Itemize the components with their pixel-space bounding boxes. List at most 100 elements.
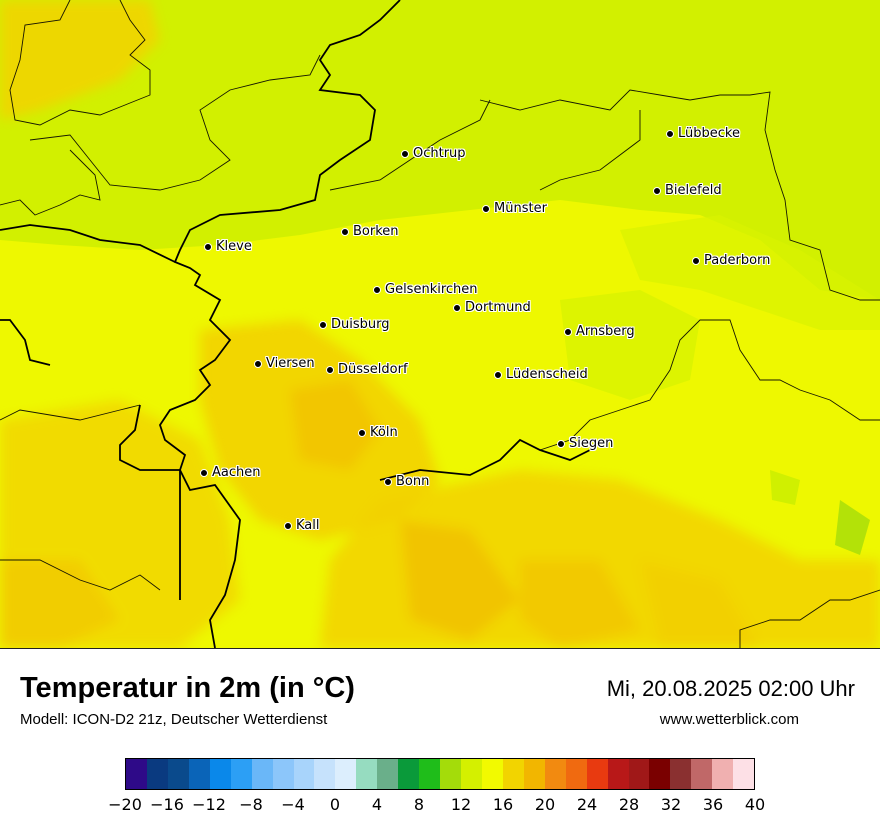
city-name: Borken <box>353 224 399 239</box>
city-name: Kleve <box>216 239 252 254</box>
legend-color-cell <box>628 759 650 789</box>
city-dot <box>200 468 208 477</box>
city-dot <box>494 370 502 379</box>
legend-color-cell <box>670 759 692 789</box>
legend-color-cell <box>335 759 357 789</box>
city-name: Viersen <box>266 356 315 371</box>
city-name: Bielefeld <box>665 183 722 198</box>
city-marker: Paderborn <box>692 253 770 268</box>
city-name: Ochtrup <box>413 146 466 161</box>
legend-color-cell <box>251 759 273 789</box>
city-marker: Gelsenkirchen <box>373 282 478 297</box>
legend-tick-label: 12 <box>450 795 472 814</box>
legend-tick-label: 28 <box>618 795 640 814</box>
legend-color-cell <box>356 759 378 789</box>
city-dot <box>284 521 292 530</box>
forecast-datetime: Mi, 20.08.2025 02:00 Uhr <box>606 676 855 701</box>
legend-color-cell <box>649 759 671 789</box>
legend-color-cell <box>607 759 629 789</box>
map-title: Temperatur in 2m (in °C) <box>20 672 355 704</box>
city-marker: Aachen <box>200 465 260 480</box>
city-marker: Dortmund <box>453 300 531 315</box>
legend-tick-label: 8 <box>413 795 425 814</box>
city-dot <box>373 285 381 294</box>
legend-tick-label: −12 <box>192 795 226 814</box>
city-dot <box>384 477 392 486</box>
model-subtitle: Modell: ICON-D2 21z, Deutscher Wetterdie… <box>20 711 328 728</box>
city-dot <box>204 242 212 251</box>
city-marker: Kall <box>284 518 320 533</box>
city-name: Kall <box>296 518 320 533</box>
city-dot <box>254 359 262 368</box>
legend-tick-label: −20 <box>108 795 142 814</box>
website-label: www.wetterblick.com <box>659 711 799 728</box>
legend-tick-label: 40 <box>744 795 766 814</box>
city-name: Arnsberg <box>576 324 635 339</box>
temperature-field <box>0 0 880 648</box>
city-marker: Münster <box>482 201 547 216</box>
legend-color-cell <box>188 759 210 789</box>
city-name: Köln <box>370 425 398 440</box>
legend-tick-label: 20 <box>534 795 556 814</box>
legend-color-cell <box>314 759 336 789</box>
city-dot <box>666 129 674 138</box>
city-marker: Ochtrup <box>401 146 466 161</box>
legend-color-cell <box>733 759 755 789</box>
legend-color-cell <box>461 759 482 789</box>
legend-color-cell <box>502 759 524 789</box>
city-dot <box>557 439 565 448</box>
city-marker: Borken <box>341 224 399 239</box>
city-name: Siegen <box>569 436 614 451</box>
city-name: Lübbecke <box>678 126 740 141</box>
legend-tick-label: 32 <box>660 795 682 814</box>
legend-tick-label: −16 <box>150 795 184 814</box>
city-marker: Kleve <box>204 239 252 254</box>
city-dot <box>564 327 572 336</box>
city-marker: Düsseldorf <box>326 362 408 377</box>
city-name: Duisburg <box>331 317 390 332</box>
legend-color-cell <box>230 759 252 789</box>
city-dot <box>692 256 700 265</box>
legend-color-cell <box>440 759 461 789</box>
legend-color-cell <box>565 759 587 789</box>
city-marker: Lüdenscheid <box>494 367 588 382</box>
legend-color-cell <box>209 759 231 789</box>
city-dot <box>341 227 349 236</box>
city-marker: Viersen <box>254 356 315 371</box>
city-dot <box>319 320 327 329</box>
legend-color-cell <box>398 759 420 789</box>
legend-color-cell <box>481 759 503 789</box>
city-marker: Bielefeld <box>653 183 722 198</box>
legend-color-cell <box>419 759 441 789</box>
city-dot <box>482 204 490 213</box>
city-dot <box>326 365 334 374</box>
city-name: Aachen <box>212 465 261 480</box>
city-name: Bonn <box>396 474 430 489</box>
temperature-map: Lübbecke Ochtrup Bielefeld Münster Borke… <box>0 0 880 649</box>
legend-tick-label: −8 <box>239 795 263 814</box>
city-dot <box>358 428 366 437</box>
legend-color-cell <box>272 759 294 789</box>
city-marker: Siegen <box>557 436 613 451</box>
legend-color-cell <box>523 759 545 789</box>
city-marker: Lübbecke <box>666 126 740 141</box>
legend-color-cell <box>293 759 315 789</box>
city-name: Münster <box>494 201 547 216</box>
legend-color-cell <box>126 759 147 789</box>
legend-color-cell <box>146 759 168 789</box>
legend-tick-label: −4 <box>281 795 305 814</box>
legend-tick-label: 24 <box>576 795 598 814</box>
legend-tick-label: 36 <box>702 795 724 814</box>
legend-color-cell <box>167 759 189 789</box>
city-name: Düsseldorf <box>338 362 408 377</box>
city-dot <box>401 149 409 158</box>
city-marker: Arnsberg <box>564 324 635 339</box>
legend-color-cell <box>544 759 566 789</box>
legend-color-cell <box>712 759 734 789</box>
legend-tick-label: 16 <box>492 795 514 814</box>
city-name: Dortmund <box>465 300 531 315</box>
legend-color-cell <box>377 759 399 789</box>
city-marker: Köln <box>358 425 398 440</box>
city-dot <box>653 186 661 195</box>
city-name: Gelsenkirchen <box>385 282 478 297</box>
